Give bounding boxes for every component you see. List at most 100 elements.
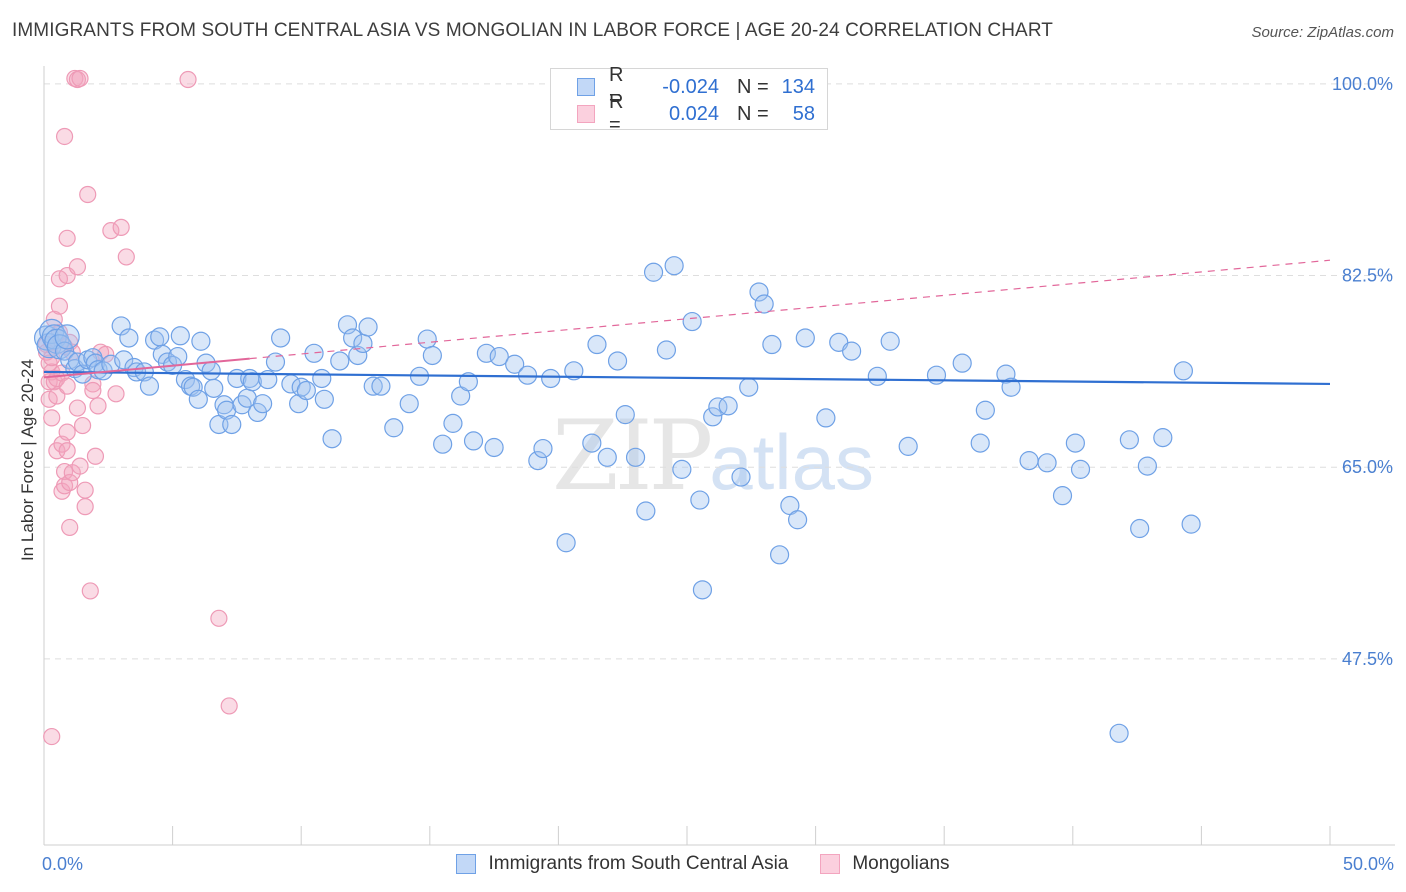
south-central-asia-point xyxy=(175,369,196,390)
legend-n-label: N = xyxy=(737,102,769,125)
mongolian-point xyxy=(117,248,135,266)
south-central-asia-point xyxy=(1052,486,1073,506)
trend-lines xyxy=(43,259,1331,386)
blue-swatch xyxy=(456,854,477,874)
blue-trend-line xyxy=(43,370,1331,386)
south-central-asia-point xyxy=(975,400,995,420)
mongolian-point xyxy=(179,70,197,89)
mongolian-point xyxy=(71,69,89,88)
south-central-asia-point xyxy=(505,354,525,374)
legend-n-value: 58 xyxy=(792,102,815,125)
south-central-asia-point xyxy=(517,365,538,385)
pink-swatch xyxy=(820,854,841,874)
mongolian-point xyxy=(79,185,97,204)
south-central-asia-point xyxy=(204,378,224,398)
south-central-asia-point xyxy=(533,438,553,459)
south-central-asia-point xyxy=(739,377,759,397)
south-central-asia-point xyxy=(952,353,972,373)
south-central-asia-point xyxy=(417,329,437,349)
mongolian-point xyxy=(210,609,228,627)
south-central-asia-point xyxy=(880,331,900,351)
mongolian-point xyxy=(86,447,105,465)
mongolians-points xyxy=(37,69,238,746)
x-tick-label-min: 0.0% xyxy=(42,854,83,874)
x-tick-label-max: 50.0% xyxy=(1343,854,1394,874)
south-central-asia-point xyxy=(769,545,790,565)
south-central-asia-point xyxy=(222,414,242,435)
south-central-asia-point xyxy=(636,501,656,521)
south-central-asia-point xyxy=(731,467,751,487)
legend-n-value: 134 xyxy=(781,75,815,98)
south-central-asia-point xyxy=(170,326,190,346)
legend-item-mongolians[interactable]: Mongolians xyxy=(820,853,950,875)
south-central-asia-point xyxy=(582,433,602,453)
south-central-asia-point xyxy=(271,328,291,348)
mongolian-point xyxy=(58,423,76,441)
south-central-asia-point xyxy=(625,447,646,467)
south-central-asia-point xyxy=(816,408,836,428)
south-central-asia-point xyxy=(1001,377,1021,397)
mongolian-point xyxy=(112,218,130,236)
south-central-asia-point xyxy=(762,334,782,355)
mongolian-point xyxy=(71,457,89,475)
south-central-asia-point xyxy=(672,459,692,479)
mongolian-point xyxy=(61,473,79,492)
south-central-asia-point xyxy=(1137,456,1157,476)
south-central-asia-point xyxy=(489,346,509,367)
south-central-asia-point xyxy=(1181,514,1201,534)
series-legend: Immigrants from South Central Asia Mongo… xyxy=(0,850,1406,878)
legend-row-pink: R = 0.024 N = 58 xyxy=(577,91,815,136)
south-central-asia-point xyxy=(433,434,453,454)
south-central-asia-point xyxy=(541,368,561,389)
south-central-asia-point xyxy=(556,533,576,553)
south-central-asia-point xyxy=(296,380,316,401)
tick-labels: 47.5% 65.0% 82.5% 100.0% 0.0% 50.0% xyxy=(42,74,1394,874)
mongolian-point xyxy=(68,399,87,417)
mongolian-point xyxy=(81,582,99,600)
south-central-asia-point xyxy=(458,372,478,392)
south-central-asia-points xyxy=(33,256,1201,743)
south-central-asia-point xyxy=(399,394,419,414)
south-central-asia-point xyxy=(795,328,815,348)
mongolian-point xyxy=(43,409,61,427)
south-central-asia-point xyxy=(1130,518,1150,539)
south-central-asia-point xyxy=(1065,433,1085,453)
mongolian-point xyxy=(107,385,125,403)
south-central-asia-point xyxy=(926,365,947,385)
south-central-asia-point xyxy=(1173,361,1193,381)
south-central-asia-point xyxy=(139,376,160,396)
legend-item-south-central-asia[interactable]: Immigrants from South Central Asia xyxy=(456,853,788,875)
mongolian-point xyxy=(58,377,76,395)
mongolian-point xyxy=(84,381,102,400)
south-central-asia-point xyxy=(484,437,504,458)
pink-trend-line-dashed xyxy=(249,259,1331,360)
south-central-asia-point xyxy=(384,418,404,438)
south-central-asia-point xyxy=(291,377,311,397)
mongolian-point xyxy=(43,727,61,746)
south-central-asia-point xyxy=(564,361,584,381)
pink-swatch xyxy=(577,105,595,123)
legend-item-label: Immigrants from South Central Asia xyxy=(488,853,789,874)
south-central-asia-point xyxy=(168,346,188,367)
mongolian-point xyxy=(89,397,107,415)
south-central-asia-point xyxy=(363,376,383,396)
source-label: Source: ZipAtlas.com xyxy=(1251,24,1394,41)
mongolian-point xyxy=(50,297,69,315)
y-tick-label: 65.0% xyxy=(1342,457,1393,477)
south-central-asia-point xyxy=(1019,451,1039,471)
south-central-asia-point xyxy=(587,334,607,355)
south-central-asia-point xyxy=(787,510,808,530)
south-central-asia-point xyxy=(703,407,723,427)
watermark-atlas: atlas xyxy=(709,418,874,506)
chart-title: IMMIGRANTS FROM SOUTH CENTRAL ASIA VS MO… xyxy=(12,20,1054,41)
watermark-zip: ZIP xyxy=(552,400,713,512)
south-central-asia-point xyxy=(353,333,373,354)
south-central-asia-point xyxy=(1070,459,1091,479)
south-central-asia-point xyxy=(1119,430,1139,450)
south-central-asia-point xyxy=(690,490,710,510)
south-central-asia-point xyxy=(970,433,990,453)
mongolian-point xyxy=(55,127,74,146)
south-central-asia-point xyxy=(114,350,134,370)
south-central-asia-point xyxy=(371,376,391,396)
south-central-asia-point xyxy=(692,580,713,600)
